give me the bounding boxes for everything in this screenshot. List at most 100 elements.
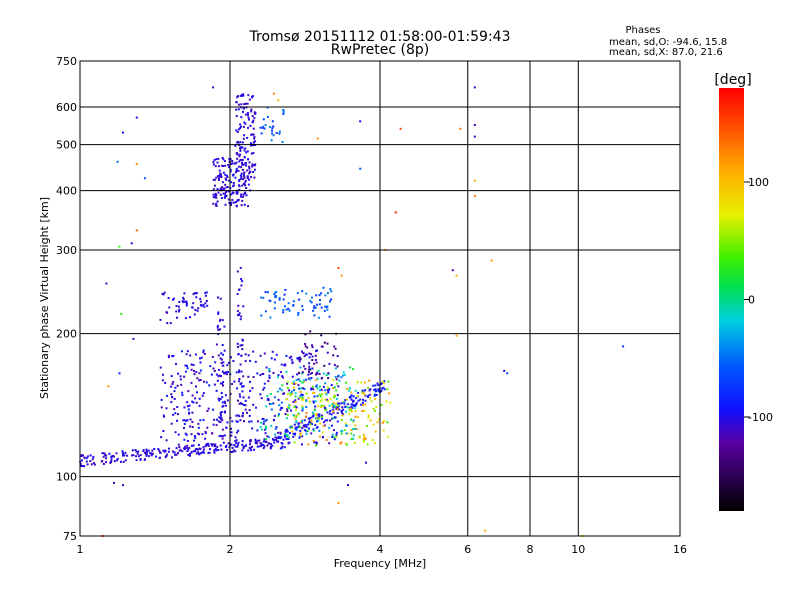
echo-point xyxy=(212,423,215,426)
echo-point xyxy=(330,424,333,427)
echo-point xyxy=(355,428,358,430)
echo-point xyxy=(213,451,216,454)
echo-point xyxy=(288,389,291,392)
echo-point xyxy=(186,350,189,353)
echo-point xyxy=(251,387,254,390)
echo-point xyxy=(172,381,175,383)
echo-point xyxy=(213,449,216,452)
echo-point xyxy=(298,396,301,399)
echo-point xyxy=(278,130,281,133)
echo-point xyxy=(220,352,223,355)
echo-point xyxy=(261,126,264,129)
echo-point xyxy=(301,396,304,399)
echo-point xyxy=(294,401,297,403)
echo-point xyxy=(316,395,319,397)
echo-point xyxy=(170,375,173,378)
echo-point xyxy=(249,359,252,362)
echo-point xyxy=(195,371,198,373)
echo-point xyxy=(241,390,244,393)
echo-point xyxy=(320,398,323,401)
echo-point xyxy=(132,337,135,340)
x-tick-label: 16 xyxy=(673,543,687,556)
echo-point xyxy=(219,193,222,196)
echo-point xyxy=(334,406,337,408)
echo-point xyxy=(234,162,237,165)
echo-point xyxy=(142,449,145,452)
echo-point xyxy=(186,302,188,305)
echo-point xyxy=(199,369,202,372)
echo-point xyxy=(161,292,164,295)
echo-point xyxy=(363,435,366,438)
echo-point xyxy=(228,157,231,160)
echo-point xyxy=(317,369,320,372)
echo-point xyxy=(250,176,253,178)
echo-point xyxy=(145,454,148,457)
echo-point xyxy=(245,187,248,189)
echo-point xyxy=(302,365,305,368)
echo-point xyxy=(222,171,225,174)
echo-point xyxy=(189,454,191,457)
echo-point xyxy=(206,410,209,412)
echo-point xyxy=(131,454,133,457)
echo-point xyxy=(362,404,364,407)
echo-point xyxy=(303,424,306,427)
echo-point xyxy=(328,362,331,365)
echo-point xyxy=(299,429,302,432)
echo-point xyxy=(308,362,311,365)
echo-point xyxy=(266,444,269,447)
echo-point xyxy=(223,160,226,163)
echo-point xyxy=(269,393,272,395)
echo-point xyxy=(252,152,255,154)
echo-point xyxy=(321,393,324,396)
echo-point xyxy=(243,176,246,179)
echo-point xyxy=(373,442,376,445)
echo-point xyxy=(271,444,274,447)
echo-point xyxy=(385,400,388,403)
echo-point xyxy=(316,137,319,140)
echo-point xyxy=(238,369,240,372)
echo-point xyxy=(334,347,337,350)
echo-point xyxy=(116,457,119,460)
echo-point xyxy=(362,441,365,443)
echo-point xyxy=(116,160,119,163)
echo-point xyxy=(228,179,231,182)
echo-point xyxy=(361,391,364,394)
echo-point xyxy=(297,425,300,428)
echo-point xyxy=(122,131,124,134)
echo-point xyxy=(245,194,248,197)
echo-point xyxy=(93,462,95,465)
echo-point xyxy=(294,432,297,435)
echo-point xyxy=(323,421,326,424)
echo-point xyxy=(159,451,161,454)
echo-point xyxy=(312,428,315,431)
echo-point xyxy=(301,381,304,384)
echo-point xyxy=(237,414,240,417)
echo-point xyxy=(284,288,287,291)
echo-point xyxy=(250,108,253,111)
echo-point xyxy=(298,356,301,359)
echo-point xyxy=(167,450,170,453)
echo-point xyxy=(316,377,319,380)
echo-point xyxy=(241,146,244,149)
echo-point xyxy=(246,411,248,414)
echo-point xyxy=(235,420,238,423)
echo-point xyxy=(249,443,251,446)
echo-point xyxy=(300,434,303,437)
y-tick-label: 500 xyxy=(56,139,77,152)
echo-point xyxy=(281,375,284,378)
echo-point xyxy=(275,290,278,293)
echo-point xyxy=(321,414,324,417)
echo-point xyxy=(238,179,241,181)
echo-point xyxy=(216,161,219,164)
echo-point xyxy=(320,388,323,391)
echo-point xyxy=(237,103,240,106)
echo-point xyxy=(199,361,202,364)
echo-point xyxy=(249,124,252,127)
echo-point xyxy=(262,296,265,299)
echo-point xyxy=(270,357,273,360)
echo-point xyxy=(247,396,250,399)
echo-point xyxy=(175,310,178,313)
echo-point xyxy=(360,403,363,406)
echo-point xyxy=(209,365,212,368)
echo-point xyxy=(286,393,289,395)
